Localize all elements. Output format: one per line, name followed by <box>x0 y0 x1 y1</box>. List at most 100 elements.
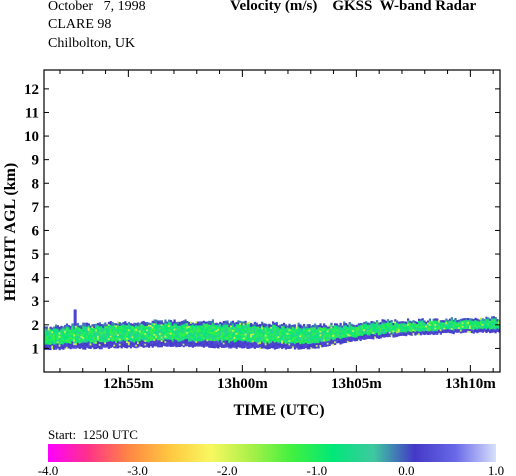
velocity-cell <box>310 327 313 330</box>
velocity-cell <box>240 344 244 347</box>
velocity-cell <box>80 333 83 336</box>
velocity-cell <box>191 342 194 345</box>
velocity-cell <box>206 344 209 347</box>
velocity-cell <box>352 329 355 333</box>
velocity-cell <box>104 325 107 329</box>
velocity-cell <box>224 338 227 341</box>
velocity-cell <box>242 337 246 340</box>
velocity-cell <box>323 335 326 338</box>
velocity-cell <box>142 331 145 334</box>
velocity-cell <box>202 338 205 341</box>
velocity-cell <box>406 320 410 323</box>
velocity-cell <box>109 324 112 327</box>
colorbar <box>48 444 496 462</box>
velocity-cell <box>62 338 65 341</box>
velocity-cell <box>323 337 326 340</box>
velocity-cell <box>230 340 233 344</box>
velocity-cell <box>242 340 246 343</box>
velocity-cell <box>363 332 366 335</box>
velocity-cell <box>472 327 475 331</box>
velocity-cell <box>204 326 207 330</box>
velocity-cell <box>118 327 121 330</box>
velocity-cell <box>157 331 160 334</box>
velocity-cell <box>168 328 171 331</box>
velocity-cell <box>374 325 377 328</box>
velocity-cell <box>184 344 187 347</box>
velocity-cell <box>80 328 83 331</box>
velocity-cell <box>266 334 269 338</box>
velocity-cell <box>394 324 397 327</box>
velocity-cell <box>310 330 313 334</box>
velocity-cell <box>275 346 278 349</box>
velocity-cell <box>459 318 463 322</box>
velocity-cell <box>93 327 96 330</box>
velocity-cell <box>303 338 306 341</box>
velocity-cell <box>149 335 153 338</box>
velocity-cell <box>284 343 287 347</box>
velocity-cell <box>160 336 163 339</box>
velocity-cell <box>253 325 256 328</box>
velocity-cell <box>248 321 251 324</box>
velocity-cell <box>100 334 103 337</box>
velocity-cell <box>472 319 475 322</box>
velocity-cell <box>171 341 174 344</box>
velocity-cell <box>277 346 280 349</box>
velocity-cell <box>350 332 353 335</box>
velocity-cell <box>126 330 129 333</box>
velocity-cell <box>91 340 94 343</box>
velocity-cell <box>330 322 333 325</box>
velocity-cell <box>93 331 96 334</box>
velocity-cell <box>401 331 404 335</box>
velocity-cell <box>95 346 98 349</box>
velocity-cell <box>403 324 406 328</box>
velocity-cell <box>60 341 63 344</box>
velocity-cell <box>180 342 184 345</box>
velocity-cell <box>498 330 500 333</box>
velocity-cell <box>372 328 375 331</box>
velocity-cell <box>275 332 278 335</box>
velocity-cell <box>226 341 229 344</box>
velocity-cell <box>262 325 266 328</box>
velocity-cell <box>394 335 397 338</box>
velocity-cell <box>297 345 300 348</box>
velocity-cell <box>168 323 171 326</box>
velocity-cell <box>366 333 370 336</box>
velocity-cell <box>445 322 448 325</box>
velocity-cell <box>292 337 295 340</box>
velocity-cell <box>277 332 280 335</box>
velocity-cell <box>303 332 306 335</box>
velocity-cell <box>428 318 432 321</box>
velocity-cell <box>118 332 121 335</box>
velocity-cell <box>64 330 67 333</box>
velocity-cell <box>73 323 77 326</box>
velocity-cell <box>178 339 182 342</box>
velocity-cell <box>372 326 375 329</box>
velocity-cell <box>313 330 317 333</box>
velocity-cell <box>109 344 112 347</box>
velocity-cell <box>416 325 419 328</box>
velocity-cell <box>244 326 247 329</box>
velocity-cell <box>69 325 72 328</box>
velocity-cell <box>84 340 87 343</box>
velocity-cell <box>224 340 227 343</box>
velocity-cell <box>383 324 386 328</box>
velocity-cell <box>118 334 121 337</box>
velocity-cell <box>250 326 253 329</box>
velocity-cell <box>177 334 180 337</box>
velocity-cell <box>474 330 477 333</box>
velocity-cell <box>417 318 421 321</box>
velocity-cell <box>166 332 169 335</box>
velocity-cell <box>339 337 342 340</box>
velocity-cell <box>255 326 258 329</box>
velocity-cell <box>78 327 81 330</box>
velocity-cell <box>164 323 167 326</box>
velocity-cell <box>346 328 349 331</box>
velocity-cell <box>73 337 76 340</box>
velocity-cell <box>410 324 413 327</box>
velocity-cell <box>189 344 193 347</box>
velocity-cell <box>98 329 101 332</box>
velocity-cell <box>396 324 399 327</box>
velocity-cell <box>355 328 359 331</box>
velocity-cell <box>144 330 147 334</box>
velocity-cell <box>204 342 207 346</box>
